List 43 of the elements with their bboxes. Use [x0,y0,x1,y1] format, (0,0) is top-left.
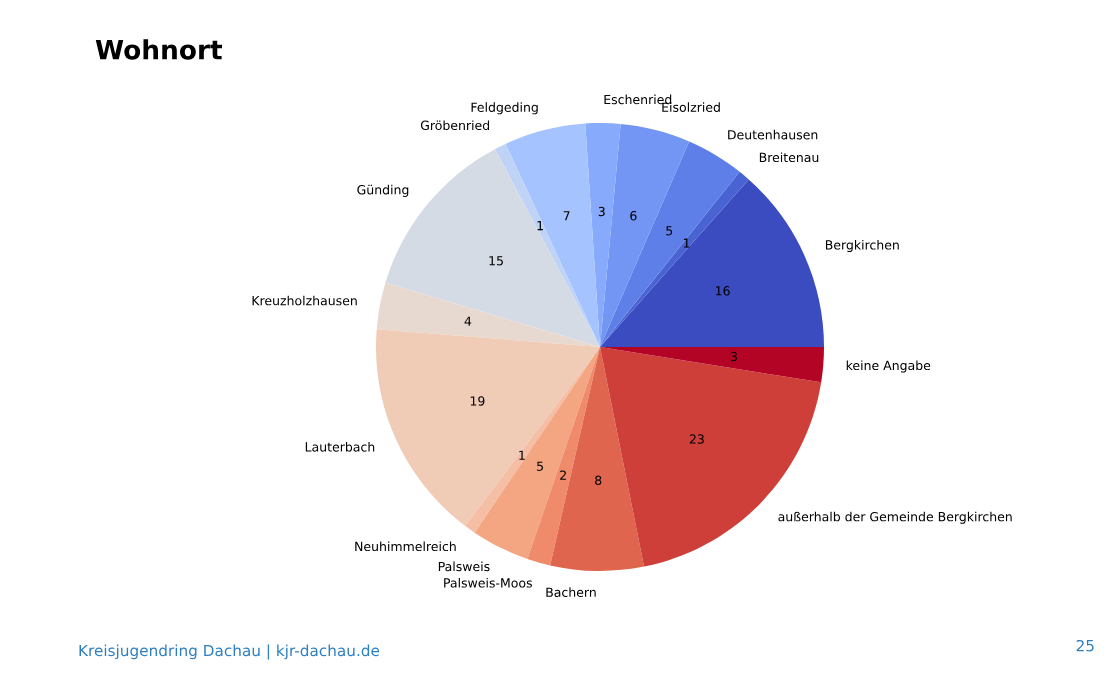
text: Kreisjugendring Dachau | kjr-dachau.de [79,644,380,660]
pie-slice [376,282,600,347]
slice-label: Günding [357,184,409,197]
data-label: 6 [630,210,637,221]
text: 25 [1076,639,1094,652]
chart-title: Wohnort [95,39,223,60]
data-label: 4 [464,316,472,326]
data-label: 3 [598,206,605,217]
slice-label: Deutenhausen [728,129,818,140]
slice-label: Gröbenried [420,120,490,131]
slice-label: Kreuzholzhausen [252,295,357,306]
data-label: 8 [595,475,602,486]
pie-slice [600,123,690,347]
pie-slice [465,347,600,533]
slice-label: Bergkirchen [825,239,899,253]
pie-slice [550,347,645,571]
data-label: 1 [683,238,690,248]
data-label: 15 [489,256,503,266]
pie-slice [600,179,824,347]
slice-label: keine Angabe [846,360,931,373]
pie-slice [376,329,600,526]
data-label: 7 [563,211,570,221]
data-label: 5 [666,226,673,236]
slice-label: Feldgeding [471,102,538,115]
slice-label: Neuhimmelreich [355,541,456,552]
pie-slice [527,347,600,566]
slice-label: Lauterbach [305,441,375,452]
slice-label: außerhalb der Gemeinde Bergkirchen [778,511,1012,524]
slice-label: Breitenau [759,152,819,163]
data-label: 3 [730,351,737,362]
data-label: 19 [470,396,485,406]
data-label: 23 [689,434,704,444]
data-label: 1 [537,221,543,231]
pie-slice [505,123,600,347]
slice-label: Bachern [546,587,596,598]
data-label: 2 [560,470,566,480]
data-label: 1 [519,450,525,460]
data-label: 5 [537,461,543,471]
slice-label: Palsweis-Moos [444,577,532,588]
pie-slice [600,347,824,383]
slice-label: Palsweis [438,561,490,572]
data-label: 16 [716,286,730,296]
pie-slice [600,141,740,347]
